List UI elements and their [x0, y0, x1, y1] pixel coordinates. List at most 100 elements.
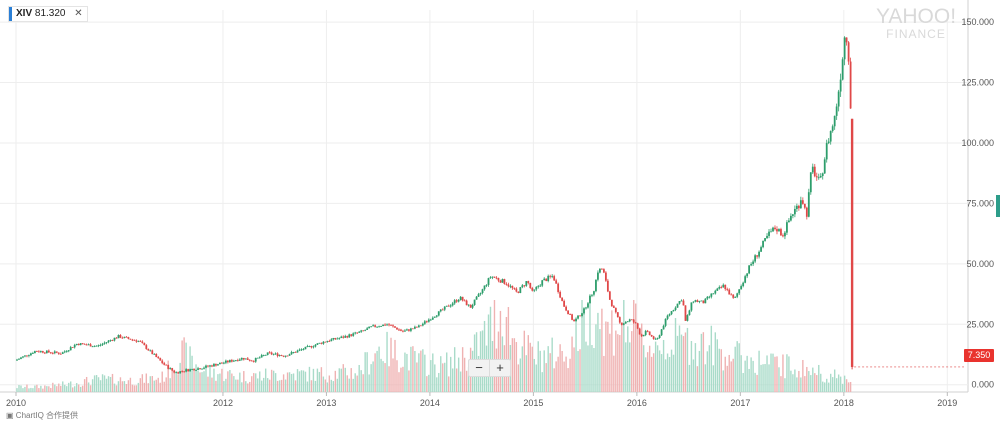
- candle-body[interactable]: [400, 329, 402, 331]
- candle-body[interactable]: [334, 338, 337, 340]
- candle-body[interactable]: [97, 345, 100, 347]
- candle-body[interactable]: [402, 330, 404, 332]
- candle-body[interactable]: [690, 302, 693, 311]
- candle-body[interactable]: [823, 159, 826, 174]
- candle-body[interactable]: [457, 299, 460, 302]
- candle-body[interactable]: [187, 369, 189, 372]
- candle-body[interactable]: [700, 300, 703, 302]
- candle-body[interactable]: [77, 343, 80, 346]
- candle-body[interactable]: [370, 326, 373, 328]
- candle-body[interactable]: [47, 350, 50, 353]
- candle-body[interactable]: [157, 357, 160, 359]
- candle-body[interactable]: [276, 353, 279, 357]
- candle-body[interactable]: [298, 349, 301, 351]
- candle-body[interactable]: [453, 300, 456, 304]
- candle-body[interactable]: [622, 323, 625, 325]
- candle-body[interactable]: [169, 368, 172, 369]
- candle-body[interactable]: [602, 269, 605, 273]
- candle-body[interactable]: [348, 334, 351, 338]
- candle-body[interactable]: [65, 351, 68, 352]
- candle-body[interactable]: [475, 296, 478, 300]
- candle-body[interactable]: [756, 255, 758, 257]
- candle-body[interactable]: [338, 337, 341, 339]
- candle-body[interactable]: [497, 278, 500, 281]
- candle-body[interactable]: [561, 297, 564, 301]
- candle-body[interactable]: [678, 301, 681, 304]
- candle-body[interactable]: [519, 287, 522, 293]
- candle-body[interactable]: [760, 247, 762, 252]
- candle-body[interactable]: [30, 353, 32, 356]
- candle-body[interactable]: [793, 208, 796, 215]
- candle-body[interactable]: [467, 304, 470, 306]
- candle-body[interactable]: [123, 336, 126, 338]
- candle-body[interactable]: [493, 276, 496, 278]
- candle-body[interactable]: [302, 349, 305, 351]
- candle-body[interactable]: [358, 331, 361, 333]
- candle-body[interactable]: [507, 284, 510, 287]
- candle-body[interactable]: [650, 335, 653, 337]
- candle-body[interactable]: [250, 360, 253, 362]
- candle-body[interactable]: [491, 276, 494, 278]
- candle-body[interactable]: [213, 364, 215, 367]
- candle-body[interactable]: [71, 347, 74, 348]
- candle-body[interactable]: [197, 368, 199, 370]
- candle-body[interactable]: [714, 290, 717, 294]
- candle-body[interactable]: [320, 342, 323, 344]
- candle-body[interactable]: [296, 350, 299, 353]
- candle-body[interactable]: [551, 276, 554, 277]
- candle-body[interactable]: [748, 265, 751, 274]
- candle-body[interactable]: [326, 341, 329, 342]
- candle-body[interactable]: [483, 285, 486, 290]
- candle-body[interactable]: [821, 173, 824, 176]
- candle-body[interactable]: [521, 285, 524, 288]
- candle-body[interactable]: [441, 309, 444, 311]
- candle-body[interactable]: [734, 296, 737, 298]
- candle-body[interactable]: [382, 324, 384, 327]
- candle-body[interactable]: [616, 312, 619, 318]
- candle-body[interactable]: [636, 323, 639, 329]
- candle-body[interactable]: [67, 350, 70, 352]
- candle-body[interactable]: [437, 311, 440, 316]
- candle-body[interactable]: [304, 346, 307, 350]
- candle-body[interactable]: [292, 352, 295, 353]
- candle-body[interactable]: [706, 296, 709, 299]
- candle-body[interactable]: [612, 306, 615, 308]
- candle-body[interactable]: [614, 307, 617, 313]
- candle-body[interactable]: [730, 294, 733, 296]
- candle-body[interactable]: [684, 305, 687, 321]
- candle-body[interactable]: [646, 330, 649, 332]
- candle-body[interactable]: [654, 338, 657, 340]
- candle-body[interactable]: [640, 334, 643, 337]
- candle-body[interactable]: [696, 300, 699, 302]
- candle-body[interactable]: [495, 277, 498, 279]
- candle-body[interactable]: [533, 289, 536, 291]
- candle-body[interactable]: [49, 352, 52, 354]
- candle-body[interactable]: [55, 351, 58, 353]
- candle-body[interactable]: [228, 360, 231, 363]
- candle-body[interactable]: [73, 345, 76, 348]
- candle-body[interactable]: [449, 305, 452, 307]
- candle-body[interactable]: [843, 37, 846, 60]
- zoom-control[interactable]: − +: [468, 359, 511, 377]
- candle-body[interactable]: [360, 330, 363, 332]
- candle-body[interactable]: [849, 61, 852, 109]
- candle-body[interactable]: [223, 362, 225, 364]
- candle-body[interactable]: [163, 363, 166, 365]
- candle-body[interactable]: [211, 365, 213, 367]
- candle-body[interactable]: [724, 284, 727, 290]
- candle-body[interactable]: [91, 346, 94, 348]
- candle-body[interactable]: [515, 288, 518, 292]
- candle-body[interactable]: [523, 285, 526, 287]
- candle-body[interactable]: [185, 369, 188, 372]
- candle-body[interactable]: [758, 251, 760, 257]
- candle-body[interactable]: [593, 291, 595, 295]
- candle-body[interactable]: [604, 272, 607, 281]
- candle-body[interactable]: [776, 229, 778, 232]
- candle-body[interactable]: [354, 332, 357, 334]
- candle-body[interactable]: [32, 353, 34, 354]
- zoom-out-button[interactable]: −: [475, 360, 483, 375]
- candle-body[interactable]: [69, 347, 72, 351]
- candle-body[interactable]: [797, 205, 800, 209]
- candle-body[interactable]: [314, 344, 317, 347]
- candle-body[interactable]: [127, 337, 130, 339]
